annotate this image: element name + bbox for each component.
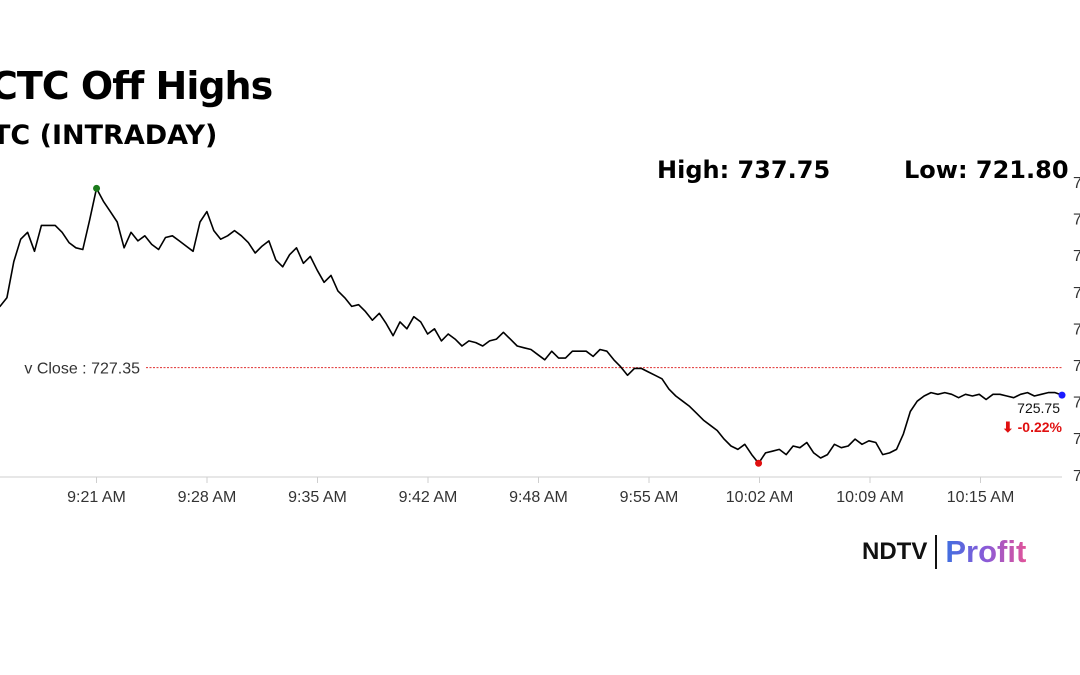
last-price-marker [1058, 391, 1066, 399]
x-axis-tick-labels: AM9:21 AM9:28 AM9:35 AM9:42 AM9:48 AM9:5… [67, 489, 1015, 506]
x-axis-ticks [96, 477, 981, 483]
y-axis-tick-label: 7 [1073, 358, 1080, 375]
x-axis-tick-label: 9:48 AM [509, 489, 568, 506]
x-axis-tick-label: 9:21 AM [67, 489, 126, 506]
y-axis-tick-label: 7 [1073, 175, 1080, 192]
y-axis-tick-labels: 7 7 7 7 7 7 7 7 7 [1073, 175, 1080, 485]
brand-logo: NDTV Profit [862, 532, 1026, 572]
last-price-label: 725.75 [1017, 400, 1060, 416]
y-axis-tick-label: 7 [1073, 431, 1080, 448]
y-axis-tick-label: 7 [1073, 285, 1080, 302]
chart-subtitle: TC (INTRADAY) [0, 120, 218, 151]
prev-close-label: v Close : 727.35 [24, 361, 140, 378]
x-axis-tick-label: 9:35 AM [288, 489, 347, 506]
brand-divider [935, 535, 938, 569]
x-axis-tick-label: 10:02 AM [726, 489, 794, 506]
low-marker [755, 459, 763, 467]
high-marker [93, 184, 101, 192]
x-axis-tick-label: 9:55 AM [620, 489, 679, 506]
low-stat: Low: 721.80 [904, 156, 1069, 184]
chart-title: CTC Off Highs [0, 64, 273, 108]
high-stat: High: 737.75 [657, 156, 831, 184]
x-axis-tick-label: 9:28 AM [178, 489, 237, 506]
x-axis-tick-label: 10:15 AM [947, 489, 1015, 506]
price-series-line [0, 187, 1063, 464]
y-axis-tick-label: 7 [1073, 321, 1080, 338]
x-axis-tick-label: 10:09 AM [836, 489, 904, 506]
y-axis-tick-label: 7 [1073, 395, 1080, 412]
ndtv-logo-text: NDTV [862, 538, 928, 565]
profit-logo-text: Profit [945, 534, 1027, 569]
y-axis-tick-label: 7 [1073, 248, 1080, 265]
x-axis-tick-label: 9:42 AM [399, 489, 458, 506]
change-label: ⬇ -0.22% [1002, 419, 1063, 435]
y-axis-tick-label: 7 [1073, 212, 1080, 229]
y-axis-tick-label: 7 [1073, 468, 1080, 485]
